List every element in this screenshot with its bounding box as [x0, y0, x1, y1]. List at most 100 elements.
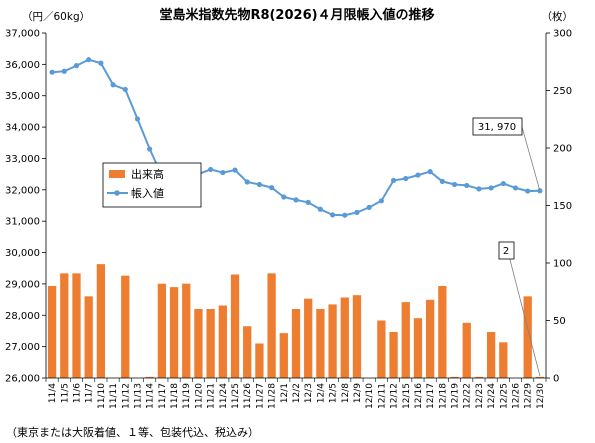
x-tick-label: 12/9 — [353, 383, 363, 403]
legend: 出来高 帳入値 — [102, 162, 202, 208]
x-tick-label: 12/22 — [463, 383, 473, 409]
x-tick-label: 12/24 — [487, 383, 497, 409]
x-tick-label: 11/26 — [243, 383, 253, 409]
volume-bar — [230, 274, 240, 378]
settlement-point — [256, 181, 263, 188]
right-axis-unit: （枚） — [542, 10, 574, 23]
volume-bar — [145, 376, 154, 378]
left-tick-label: 32,000 — [5, 185, 40, 196]
volume-bar — [486, 332, 496, 378]
callout-label-settlement: 31, 970 — [478, 122, 516, 133]
left-tick-label: 36,000 — [5, 60, 40, 71]
right-tick-label: 0 — [553, 374, 559, 385]
x-tick-label: 11/7 — [85, 383, 95, 403]
settlement-point — [147, 146, 153, 152]
x-tick-label: 12/16 — [414, 383, 424, 409]
volume-bar — [523, 296, 532, 378]
volume-bar — [121, 275, 130, 378]
volume-bar — [389, 332, 398, 378]
volume-bar — [218, 305, 227, 378]
x-tick-label: 12/18 — [438, 383, 448, 409]
settlement-point — [98, 60, 104, 66]
volume-bar — [474, 376, 484, 378]
settlement-point — [269, 185, 275, 191]
volume-bar — [340, 297, 349, 378]
volume-bar — [377, 320, 386, 378]
volume-bar — [60, 273, 69, 378]
volume-bar — [291, 309, 301, 378]
x-tick-label: 12/26 — [512, 383, 522, 409]
callout-line-settlement — [521, 126, 541, 191]
x-tick-label: 12/5 — [329, 383, 339, 403]
x-tick-label: 12/25 — [499, 383, 509, 409]
right-tick-label: 250 — [553, 86, 572, 97]
x-tick-label: 11/11 — [109, 383, 119, 409]
left-tick-label: 33,000 — [5, 154, 40, 165]
settlement-point — [220, 169, 226, 176]
x-tick-label: 11/24 — [219, 383, 229, 409]
x-tick-label: 12/1 — [280, 383, 290, 403]
chart-title: 堂島米指数先物R8(2026)４月限帳入値の推移 — [159, 7, 434, 23]
x-tick-label: 11/19 — [182, 383, 192, 409]
volume-bar — [328, 304, 337, 378]
x-tick-label: 11/5 — [60, 383, 70, 403]
settlement-point — [439, 178, 445, 184]
callout-box-settlement — [472, 117, 523, 136]
right-axis-ticks: 0 50 100 150 200 250 300 — [553, 29, 572, 385]
right-tick-label: 300 — [553, 29, 572, 40]
x-tick-label: 12/3 — [304, 383, 314, 403]
x-axis-ticks: 11/4 11/5 11/6 11/7 11/10 11/11 11/12 11/13 11/1… — [48, 383, 546, 409]
settlement-point — [476, 186, 482, 192]
settlement-point — [415, 172, 421, 178]
volume-bar — [352, 295, 362, 378]
left-tick-label: 34,000 — [5, 123, 40, 134]
settlement-point — [427, 169, 433, 175]
x-tick-label: 11/28 — [268, 383, 278, 409]
volume-bar — [194, 309, 203, 378]
volume-bar — [462, 322, 471, 378]
volume-bar — [304, 298, 313, 378]
settlement-point — [293, 197, 299, 203]
volume-bar — [438, 286, 447, 378]
volume-bar — [206, 309, 215, 378]
settlement-point — [366, 204, 372, 210]
settlement-point — [61, 68, 67, 74]
settlement-point — [390, 177, 397, 184]
settlement-point — [86, 57, 92, 63]
x-tick-label: 12/10 — [365, 383, 375, 409]
volume-bar — [47, 286, 57, 378]
left-axis-ticks: 26,000 27,000 28,000 29,000 30,000 31,000 32,0… — [5, 29, 40, 385]
legend-swatch-volume — [109, 170, 125, 178]
settlement-point — [110, 82, 116, 88]
settlement-point — [122, 86, 128, 93]
volume-bar — [255, 343, 264, 378]
volume-bars — [47, 264, 545, 378]
left-tick-label: 26,000 — [5, 374, 40, 385]
right-tick-label: 200 — [553, 144, 572, 155]
settlement-point — [317, 206, 323, 212]
callouts: 31, 970 2 — [472, 117, 541, 376]
x-tick-label: 11/25 — [231, 383, 241, 409]
volume-bar — [72, 273, 81, 378]
x-tick-label: 12/19 — [451, 383, 461, 409]
settlement-point — [525, 188, 531, 194]
settlement-point — [73, 63, 80, 69]
left-tick-label: 30,000 — [5, 248, 40, 259]
volume-bar — [413, 318, 423, 378]
callout-box-volume — [498, 241, 515, 260]
volume-bar — [426, 299, 435, 378]
x-tick-label: 12/30 — [536, 383, 546, 409]
x-tick-label: 12/12 — [390, 383, 400, 409]
volume-bar — [84, 296, 93, 378]
volume-bar — [96, 264, 106, 378]
x-tick-label: 12/2 — [292, 383, 302, 403]
x-tick-label: 12/23 — [475, 383, 485, 409]
left-tick-label: 35,000 — [5, 91, 40, 102]
x-tick-label: 11/21 — [207, 383, 217, 409]
callout-line-volume — [507, 251, 541, 376]
left-tick-label: 29,000 — [5, 279, 40, 290]
left-tick-label: 27,000 — [5, 342, 40, 353]
settlement-point — [342, 212, 348, 218]
volume-bar — [279, 333, 288, 378]
settlement-point — [305, 199, 311, 205]
